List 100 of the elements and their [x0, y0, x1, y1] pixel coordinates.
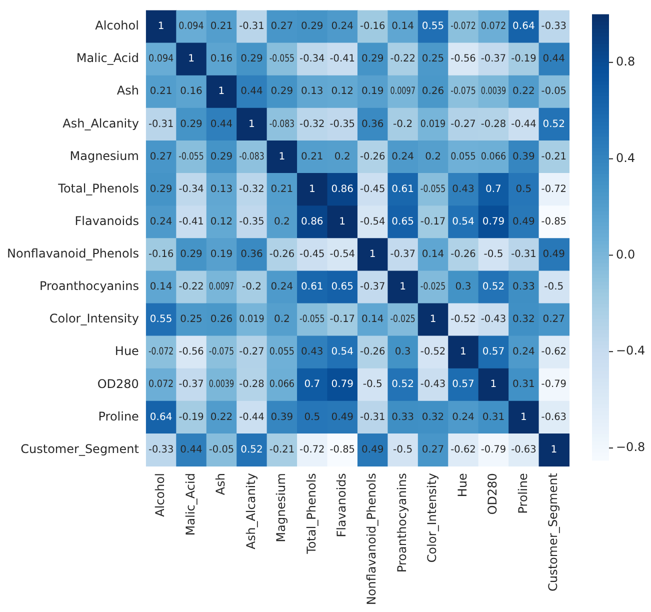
data-label: -0.5 — [484, 249, 504, 260]
data-label: -0.31 — [360, 412, 386, 423]
data-label: -0.52 — [450, 314, 476, 326]
data-label: 0.32 — [512, 314, 535, 326]
data-label: 0.52 — [240, 444, 263, 456]
data-label: 0.066 — [480, 150, 506, 162]
y-tick-label: Proline — [98, 409, 139, 424]
data-label: 0.26 — [210, 314, 233, 326]
data-label: 0.22 — [512, 86, 535, 98]
data-label: 0.43 — [452, 184, 474, 195]
data-label: -0.44 — [239, 412, 264, 423]
color-bar-label: 0.8 — [616, 54, 636, 69]
data-label: 1 — [339, 216, 346, 228]
data-label: 0.65 — [331, 282, 354, 293]
data-label: -0.055 — [420, 184, 446, 196]
data-label: 0.055 — [269, 346, 295, 358]
data-label: 0.54 — [331, 346, 354, 358]
data-label: 0.49 — [331, 412, 354, 423]
data-label: -0.33 — [148, 444, 174, 456]
data-label: 0.79 — [331, 379, 354, 390]
y-tick-label: Total_Phenols — [57, 181, 139, 196]
data-label: -0.31 — [511, 248, 536, 260]
data-label: 0.33 — [392, 412, 414, 423]
data-label: 0.019 — [420, 118, 446, 130]
data-label: -0.27 — [450, 118, 476, 130]
color-bar-label: 0.4 — [616, 150, 636, 165]
data-label: -0.62 — [450, 444, 476, 456]
data-label: -0.075 — [208, 346, 234, 358]
data-label: -0.72 — [300, 444, 325, 456]
data-label: -0.025 — [420, 282, 446, 293]
data-label: 0.14 — [392, 21, 414, 32]
y-tick-label: Customer_Segment — [20, 442, 140, 456]
data-label: 0.54 — [452, 216, 474, 228]
x-tick-label: Alcohol — [153, 473, 168, 517]
data-label: 0.14 — [361, 314, 384, 326]
data-label: -0.055 — [178, 152, 204, 163]
data-label: -0.05 — [541, 86, 566, 98]
data-label: -0.26 — [450, 248, 476, 260]
data-label: -0.5 — [393, 444, 413, 456]
data-label: 0.094 — [178, 20, 204, 32]
data-label: 0.32 — [422, 412, 444, 423]
data-label: 0.14 — [422, 249, 444, 260]
data-label: 0.61 — [301, 282, 324, 293]
data-label: 1 — [188, 54, 194, 65]
data-label: 0.12 — [331, 86, 354, 98]
data-label: 0.39 — [270, 412, 294, 423]
data-label: 0.25 — [180, 314, 202, 326]
y-tick-label: Flavanoids — [74, 214, 139, 228]
data-label: 0.7 — [486, 184, 502, 195]
data-label: 0.21 — [270, 184, 294, 195]
x-tick-label: Customer_Segment — [546, 472, 560, 592]
y-tick-label: Hue — [114, 344, 139, 358]
data-label: 0.29 — [240, 54, 263, 65]
data-label: 0.27 — [542, 314, 566, 326]
data-label: -0.083 — [239, 152, 264, 163]
data-label: 0.24 — [331, 21, 354, 32]
data-label: 0.65 — [392, 216, 414, 228]
data-label: 0.29 — [210, 151, 233, 162]
data-label: 0.55 — [422, 21, 444, 32]
data-label: 0.2 — [274, 314, 290, 326]
data-label: 0.072 — [148, 378, 174, 390]
data-label: -0.34 — [300, 54, 325, 65]
x-tick-label: Proline — [516, 473, 530, 514]
data-label: 0.19 — [361, 86, 384, 98]
data-label: 0.0097 — [208, 282, 234, 294]
data-label: -0.28 — [239, 379, 264, 390]
data-label: 0.14 — [150, 282, 172, 293]
data-label: -0.63 — [541, 412, 566, 423]
data-label: 1 — [460, 346, 466, 358]
data-label: 0.5 — [304, 412, 320, 423]
data-label: 0.019 — [239, 314, 264, 326]
data-label: -0.26 — [269, 248, 295, 260]
x-tick-label: Proanthocyanins — [394, 473, 409, 573]
data-label: 0.24 — [150, 216, 172, 228]
data-label: -0.22 — [178, 281, 204, 293]
y-tick-label: OD280 — [97, 376, 139, 391]
data-label: -0.5 — [544, 282, 564, 293]
data-label: -0.31 — [239, 20, 264, 32]
color-bar-label: −0.4 — [616, 344, 646, 358]
data-label: -0.072 — [148, 346, 174, 358]
data-label: 0.094 — [148, 53, 174, 65]
data-label: 0.55 — [150, 314, 172, 326]
data-label: -0.072 — [450, 21, 476, 32]
data-label: -0.52 — [420, 346, 446, 358]
data-label: 0.29 — [150, 184, 172, 195]
data-label: 0.24 — [392, 151, 414, 162]
data-label: 0.24 — [452, 412, 474, 423]
data-label: 1 — [218, 86, 225, 98]
data-label: 0.64 — [512, 21, 535, 32]
data-label: 0.22 — [210, 412, 233, 423]
data-label: 0.31 — [482, 412, 505, 423]
data-label: -0.56 — [450, 54, 476, 65]
data-label: 0.29 — [180, 249, 202, 260]
data-label: -0.54 — [360, 216, 386, 228]
data-label: 0.12 — [210, 216, 233, 228]
data-label: 1 — [369, 249, 376, 260]
data-label: 0.49 — [542, 249, 566, 260]
y-tick-label: Malic_Acid — [76, 51, 139, 66]
data-label: -0.37 — [178, 379, 204, 390]
data-label: 0.2 — [425, 151, 441, 162]
